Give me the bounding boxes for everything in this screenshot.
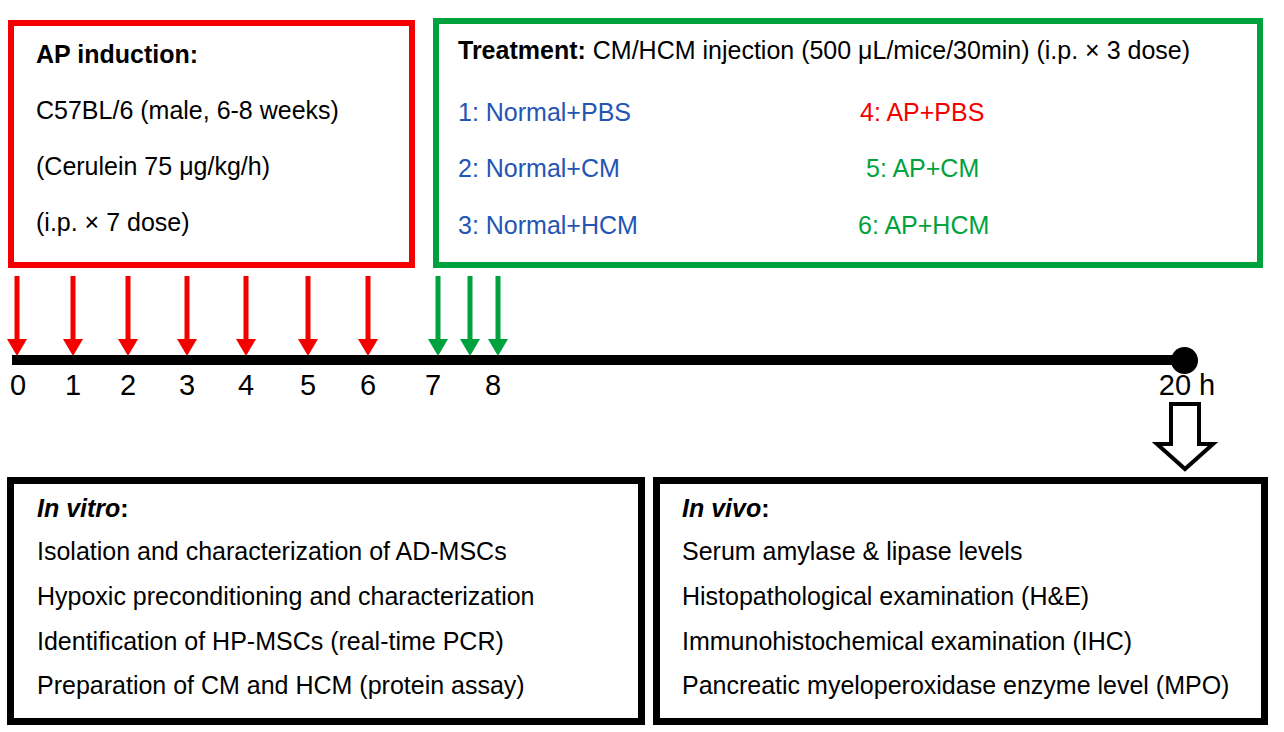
invitro-line-isolation: Isolation and characterization of AD-MSC… — [37, 539, 507, 564]
invivo-title-italic: In vivo — [682, 494, 761, 522]
ap-induction-box: AP induction: C57BL/6 (male, 6-8 weeks) … — [8, 20, 415, 268]
experimental-design-figure: AP induction: C57BL/6 (male, 6-8 weeks) … — [0, 0, 1284, 732]
arrow-shaft — [185, 276, 190, 340]
red-dose-arrow-4 — [235, 276, 257, 356]
group-3-normal-hcm: 3: Normal+HCM — [458, 213, 638, 238]
arrow-head-icon — [236, 339, 256, 356]
invivo-line-histo: Histopathological examination (H&E) — [682, 584, 1089, 609]
tick-label-5: 5 — [288, 371, 328, 400]
invitro-title: In vitro: — [37, 496, 129, 521]
arrow-head-icon — [7, 339, 27, 356]
arrow-head-icon — [358, 339, 378, 356]
invivo-title-colon: : — [761, 494, 769, 522]
invivo-line-mpo: Pancreatic myeloperoxidase enzyme level … — [682, 673, 1229, 698]
arrow-shaft — [71, 276, 76, 340]
tick-label-7: 7 — [413, 371, 453, 400]
red-dose-arrow-1 — [62, 276, 84, 356]
group-6-ap-hcm: 6: AP+HCM — [858, 213, 989, 238]
tick-label-8: 8 — [473, 371, 513, 400]
red-dose-arrow-5 — [297, 276, 319, 356]
group-1-normal-pbs: 1: Normal+PBS — [458, 100, 631, 125]
invitro-title-colon: : — [120, 494, 128, 522]
invivo-line-serum: Serum amylase & lipase levels — [682, 539, 1022, 564]
invitro-title-italic: In vitro — [37, 494, 120, 522]
red-dose-arrow-3 — [176, 276, 198, 356]
green-treatment-arrow-1 — [459, 276, 481, 356]
tick-label-4: 4 — [226, 371, 266, 400]
arrow-head-icon — [118, 339, 138, 356]
invitro-box: In vitro: Isolation and characterization… — [7, 477, 645, 725]
invivo-box: In vivo: Serum amylase & lipase levels H… — [653, 477, 1268, 725]
group-2-normal-cm: 2: Normal+CM — [458, 156, 620, 181]
invivo-title: In vivo: — [682, 496, 770, 521]
arrow-shaft — [496, 276, 501, 340]
green-treatment-arrow-0 — [427, 276, 449, 356]
treatment-title-bold: Treatment: — [458, 36, 586, 64]
treatment-title-rest: CM/HCM injection (500 μL/mice/30min) (i.… — [586, 36, 1190, 64]
red-dose-arrow-2 — [117, 276, 139, 356]
invitro-line-identification: Identification of HP-MSCs (real-time PCR… — [37, 629, 504, 654]
arrow-shaft — [366, 276, 371, 340]
arrow-head-icon — [298, 339, 318, 356]
tick-label-20h: 20 h — [1147, 371, 1227, 400]
arrow-shaft — [126, 276, 131, 340]
arrow-shaft — [244, 276, 249, 340]
treatment-title: Treatment: CM/HCM injection (500 μL/mice… — [458, 38, 1190, 63]
red-dose-arrow-0 — [6, 276, 28, 356]
tick-label-1: 1 — [53, 371, 93, 400]
invitro-line-preparation: Preparation of CM and HCM (protein assay… — [37, 673, 525, 698]
tick-label-2: 2 — [108, 371, 148, 400]
group-5-ap-cm: 5: AP+CM — [866, 156, 979, 181]
tick-label-6: 6 — [348, 371, 388, 400]
arrow-head-icon — [428, 339, 448, 356]
group-4-ap-pbs: 4: AP+PBS — [860, 100, 984, 125]
ap-induction-line-strain: C57BL/6 (male, 6-8 weeks) — [36, 98, 339, 123]
arrow-shaft — [306, 276, 311, 340]
green-treatment-arrow-2 — [487, 276, 509, 356]
arrow-head-icon — [63, 339, 83, 356]
invitro-line-hypoxic: Hypoxic preconditioning and characteriza… — [37, 584, 535, 609]
arrow-shaft — [468, 276, 473, 340]
ap-induction-line-cerulein: (Cerulein 75 μg/kg/h) — [36, 154, 270, 179]
ap-induction-line-dose: (i.p. × 7 dose) — [36, 210, 190, 235]
arrow-head-icon — [177, 339, 197, 356]
ap-induction-title: AP induction: — [36, 42, 198, 67]
arrow-head-icon — [460, 339, 480, 356]
timeline-bar — [12, 355, 1187, 365]
arrow-shaft — [15, 276, 20, 340]
arrow-shaft — [436, 276, 441, 340]
tick-label-0: 0 — [0, 371, 38, 400]
red-dose-arrow-6 — [357, 276, 379, 356]
arrow-head-icon — [488, 339, 508, 356]
invivo-line-ihc: Immunohistochemical examination (IHC) — [682, 629, 1132, 654]
treatment-box: Treatment: CM/HCM injection (500 μL/mice… — [433, 18, 1263, 268]
block-arrow-down-icon — [1150, 402, 1220, 472]
tick-label-3: 3 — [167, 371, 207, 400]
